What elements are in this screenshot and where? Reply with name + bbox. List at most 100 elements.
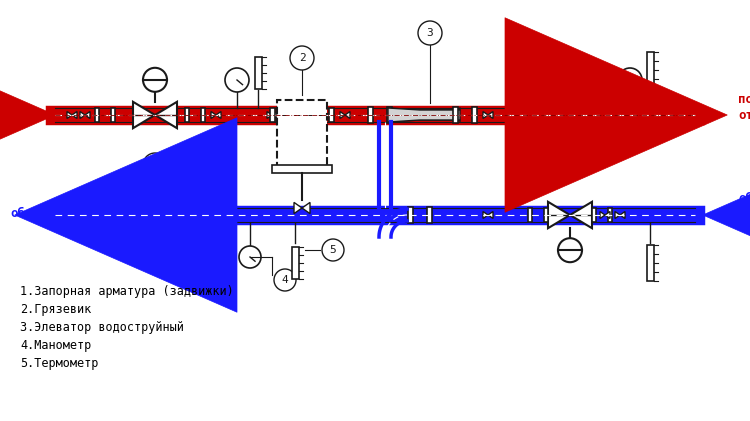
- Polygon shape: [72, 112, 77, 118]
- Polygon shape: [683, 112, 688, 118]
- Polygon shape: [195, 211, 200, 218]
- Polygon shape: [488, 211, 493, 218]
- Polygon shape: [210, 211, 215, 218]
- Text: 2: 2: [298, 53, 305, 63]
- Polygon shape: [600, 211, 605, 218]
- Polygon shape: [488, 112, 493, 118]
- Circle shape: [143, 153, 167, 177]
- Bar: [453, 107, 458, 123]
- Polygon shape: [570, 202, 592, 228]
- Polygon shape: [211, 112, 216, 118]
- Text: 4.Манометр: 4.Манометр: [20, 339, 92, 352]
- Bar: [608, 108, 612, 122]
- Polygon shape: [294, 203, 302, 213]
- Bar: [95, 108, 99, 122]
- Polygon shape: [190, 211, 195, 218]
- Bar: [95, 208, 99, 222]
- Polygon shape: [483, 211, 488, 218]
- Text: 1: 1: [567, 160, 573, 170]
- Text: 3.Элеватор водоструйный: 3.Элеватор водоструйный: [20, 321, 184, 334]
- Bar: [254, 57, 262, 89]
- Polygon shape: [272, 112, 277, 118]
- Text: подача: подача: [10, 107, 55, 120]
- Polygon shape: [267, 112, 272, 118]
- Bar: [272, 165, 332, 173]
- Text: 1: 1: [152, 160, 158, 170]
- Polygon shape: [620, 211, 625, 218]
- Bar: [528, 108, 532, 122]
- Polygon shape: [80, 112, 85, 118]
- Polygon shape: [665, 112, 670, 118]
- Circle shape: [558, 238, 582, 262]
- Bar: [544, 108, 548, 122]
- Circle shape: [558, 68, 582, 92]
- Bar: [544, 208, 548, 222]
- Polygon shape: [605, 112, 610, 118]
- Circle shape: [322, 239, 344, 261]
- Text: подача
отопления: подача отопления: [738, 92, 750, 122]
- Polygon shape: [85, 211, 90, 218]
- Bar: [277, 100, 327, 170]
- Bar: [592, 208, 596, 222]
- Bar: [329, 108, 334, 122]
- Circle shape: [143, 68, 167, 92]
- Polygon shape: [548, 202, 570, 228]
- Bar: [472, 107, 477, 123]
- Text: 2.Грязевик: 2.Грязевик: [20, 303, 92, 316]
- Circle shape: [558, 153, 582, 177]
- Circle shape: [618, 68, 642, 92]
- Bar: [111, 208, 115, 222]
- Polygon shape: [80, 211, 85, 218]
- Polygon shape: [670, 112, 675, 118]
- Bar: [427, 207, 432, 223]
- Text: 1.Запорная арматура (задвижки): 1.Запорная арматура (задвижки): [20, 285, 234, 298]
- Polygon shape: [340, 112, 345, 118]
- Text: 4: 4: [282, 275, 288, 285]
- Bar: [592, 108, 596, 122]
- Text: 5.Термометр: 5.Термометр: [20, 357, 98, 370]
- Polygon shape: [605, 211, 610, 218]
- Polygon shape: [483, 112, 488, 118]
- Bar: [177, 208, 181, 222]
- Bar: [608, 208, 612, 222]
- Bar: [408, 207, 413, 223]
- Polygon shape: [548, 102, 570, 128]
- Text: обратка
отопления: обратка отопления: [738, 192, 750, 222]
- Bar: [270, 108, 275, 122]
- Polygon shape: [205, 211, 210, 218]
- Polygon shape: [302, 203, 310, 213]
- Bar: [646, 245, 653, 281]
- Bar: [368, 107, 373, 123]
- Polygon shape: [67, 112, 72, 118]
- Bar: [528, 208, 532, 222]
- Circle shape: [143, 238, 167, 262]
- Circle shape: [225, 68, 249, 92]
- Polygon shape: [388, 108, 460, 122]
- Bar: [129, 208, 133, 222]
- Polygon shape: [72, 211, 77, 218]
- Bar: [185, 108, 189, 122]
- Circle shape: [290, 46, 314, 70]
- Text: обратка: обратка: [10, 207, 62, 220]
- Bar: [111, 108, 115, 122]
- Bar: [387, 107, 392, 123]
- Circle shape: [418, 21, 442, 45]
- Polygon shape: [133, 202, 155, 228]
- Polygon shape: [615, 211, 620, 218]
- Bar: [201, 108, 205, 122]
- Circle shape: [239, 246, 261, 268]
- Polygon shape: [155, 202, 177, 228]
- Polygon shape: [345, 112, 350, 118]
- Bar: [292, 247, 298, 279]
- Polygon shape: [67, 211, 72, 218]
- Polygon shape: [85, 112, 90, 118]
- Polygon shape: [133, 102, 155, 128]
- Polygon shape: [570, 102, 592, 128]
- Polygon shape: [678, 112, 683, 118]
- Polygon shape: [600, 112, 605, 118]
- Polygon shape: [155, 102, 177, 128]
- Bar: [646, 52, 653, 88]
- Text: 3: 3: [427, 28, 433, 38]
- Polygon shape: [216, 112, 221, 118]
- Bar: [113, 208, 117, 222]
